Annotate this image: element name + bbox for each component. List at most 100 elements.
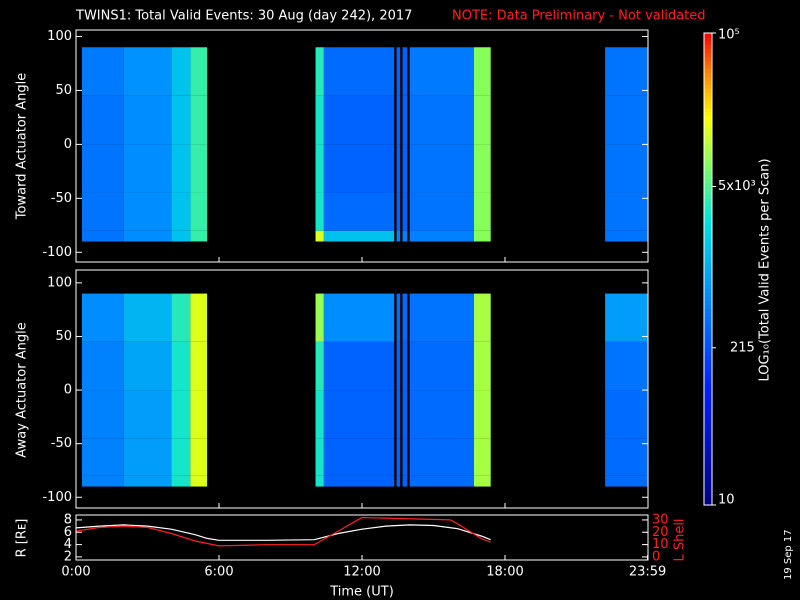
heat-cell (605, 144, 648, 193)
y-tick-label: 100 (47, 29, 72, 44)
heat-cell (396, 144, 401, 193)
colorbar-step (704, 245, 712, 250)
heat-cell (171, 293, 191, 342)
colorbar-step (704, 237, 712, 242)
y-tick-label: 100 (47, 275, 72, 290)
heat-cell (81, 144, 124, 193)
heat-cell (123, 475, 172, 487)
heat-cell (171, 475, 191, 487)
colorbar-step (704, 473, 712, 478)
colorbar-step (704, 68, 712, 73)
colorbar-step (704, 36, 712, 42)
colorbar-step (704, 60, 712, 65)
heat-cell (315, 475, 324, 487)
colorbar-step (704, 33, 712, 38)
heat-cell (409, 438, 475, 476)
heat-cell (171, 95, 191, 145)
heat-cell (474, 293, 491, 342)
heat-cell (396, 341, 401, 391)
colorbar-step (704, 469, 712, 475)
heat-cell (190, 47, 208, 96)
heat-cell (605, 293, 648, 342)
y-tick-label: 0 (64, 137, 72, 152)
heat-cell (402, 95, 408, 145)
heat-cell (396, 95, 401, 145)
heat-cell (323, 144, 395, 193)
colorbar-step (704, 261, 712, 266)
y2-label: L Shell (673, 518, 688, 561)
heat-cell (315, 438, 324, 476)
colorbar-step (704, 292, 712, 298)
colorbar-step (704, 489, 712, 494)
colorbar-step (704, 339, 712, 345)
colorbar-step (704, 158, 712, 164)
heat-cell (396, 390, 401, 439)
heat-cell (474, 192, 491, 231)
colorbar-step (704, 276, 712, 282)
colorbar-step (704, 111, 712, 117)
colorbar-step (704, 434, 712, 439)
heat-cell (409, 390, 475, 439)
colorbar-step (704, 241, 712, 246)
heat-cell (605, 230, 648, 242)
heat-cell (396, 192, 401, 231)
heat-cell (409, 144, 475, 193)
heat-cell (171, 390, 191, 439)
heat-cell (396, 475, 401, 487)
heat-cell (409, 47, 475, 96)
heat-cell (402, 47, 408, 96)
colorbar-step (704, 225, 712, 231)
colorbar-step (704, 461, 712, 467)
y-tick-label: -50 (51, 436, 72, 451)
heat-cell (81, 95, 124, 145)
colorbar-step (704, 119, 712, 124)
heat-cell (323, 192, 395, 231)
colorbar-step (704, 418, 712, 423)
y2-tick-label: 0 (652, 550, 660, 565)
y-tick-label: 4 (64, 537, 72, 552)
x-tick-label: 23:59 (629, 565, 666, 580)
colorbar-step (704, 477, 712, 482)
heat-cell (474, 47, 491, 96)
heat-cell (123, 47, 172, 96)
heat-cell (605, 95, 648, 145)
heat-cell (123, 293, 172, 342)
series-line (76, 524, 491, 541)
heat-cell (315, 293, 324, 342)
colorbar-step (704, 80, 712, 85)
colorbar-step (704, 99, 712, 105)
colorbar-step (704, 76, 712, 81)
heat-cell (323, 95, 395, 145)
colorbar-step (704, 383, 712, 388)
colorbar-step (704, 304, 712, 309)
heat-cell (123, 438, 172, 476)
heat-cell (81, 438, 124, 476)
heat-cell (474, 230, 491, 242)
y-tick-label: 0 (64, 383, 72, 398)
heat-cell (190, 390, 208, 439)
y-tick-label: 50 (55, 329, 72, 344)
colorbar-tick-label: 10 (718, 493, 735, 508)
y2-tick-label: 10 (652, 537, 669, 552)
colorbar-step (704, 206, 712, 211)
colorbar-step (704, 335, 712, 341)
colorbar-step (704, 371, 712, 376)
colorbar-step (704, 493, 712, 498)
heat-cell (409, 230, 475, 242)
colorbar-step (704, 95, 712, 101)
heat-cell (315, 144, 324, 193)
colorbar-step (704, 127, 712, 132)
heat-cell (474, 438, 491, 476)
colorbar-step (704, 320, 712, 325)
heat-cell (123, 390, 172, 439)
colorbar-step (704, 221, 712, 227)
heat-cell (402, 293, 408, 342)
colorbar-step (704, 44, 712, 50)
colorbar-step (704, 253, 712, 258)
heat-cell (323, 438, 395, 476)
colorbar-step (704, 331, 712, 337)
colorbar-step (704, 139, 712, 144)
colorbar-step (704, 446, 712, 451)
heat-cell (323, 475, 395, 487)
heat-cell (123, 95, 172, 145)
